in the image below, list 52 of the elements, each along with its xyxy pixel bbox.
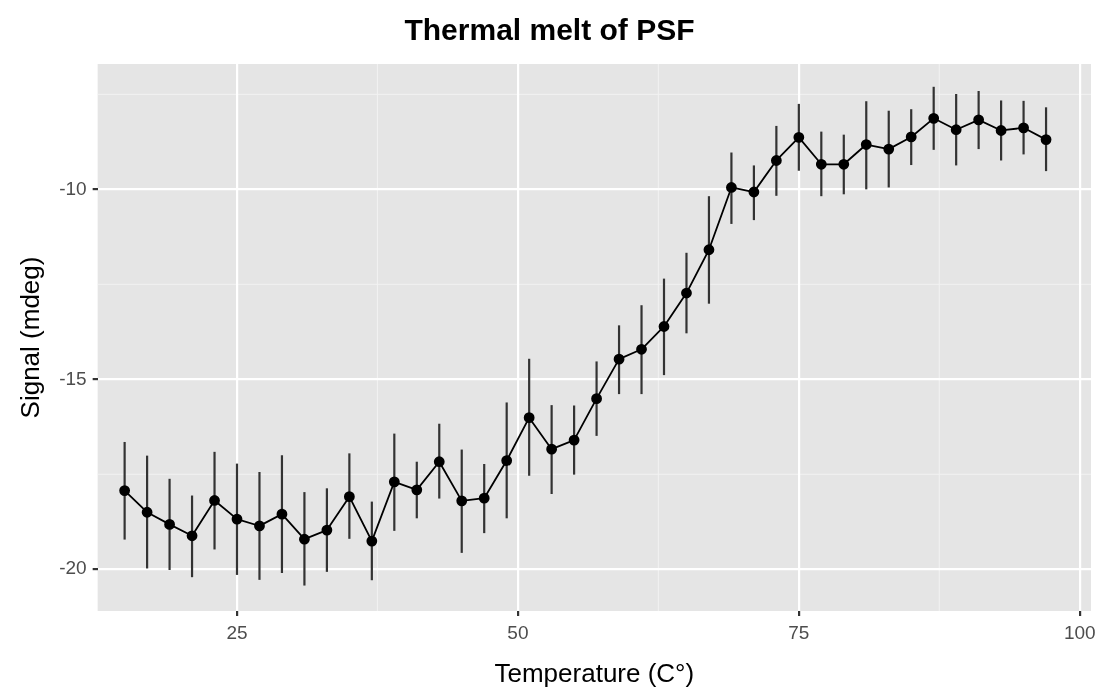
point bbox=[141, 506, 153, 518]
x-tick-label: 50 bbox=[507, 621, 529, 643]
point bbox=[838, 158, 850, 170]
point bbox=[343, 491, 355, 503]
point bbox=[209, 495, 220, 506]
point bbox=[276, 508, 288, 520]
point bbox=[456, 495, 468, 507]
point bbox=[636, 343, 647, 355]
point bbox=[119, 485, 131, 496]
point bbox=[164, 518, 175, 530]
point bbox=[568, 434, 580, 446]
point bbox=[591, 393, 602, 405]
point bbox=[928, 112, 940, 124]
point bbox=[186, 530, 198, 542]
point bbox=[231, 513, 243, 525]
point bbox=[254, 520, 265, 532]
point bbox=[1018, 122, 1029, 134]
point bbox=[388, 476, 400, 488]
point bbox=[726, 182, 737, 193]
point bbox=[793, 131, 805, 143]
y-axis-title: Signal (mdeg) bbox=[14, 256, 45, 419]
point bbox=[681, 287, 692, 299]
point bbox=[411, 484, 423, 496]
point bbox=[366, 535, 378, 547]
point bbox=[299, 533, 310, 545]
point bbox=[478, 492, 490, 504]
x-tick-label: 100 bbox=[1063, 621, 1096, 643]
point bbox=[815, 158, 827, 170]
x-tick-label: 25 bbox=[226, 621, 248, 643]
point bbox=[321, 524, 333, 536]
point bbox=[501, 455, 513, 466]
point bbox=[973, 114, 985, 126]
point bbox=[546, 443, 558, 455]
point bbox=[748, 186, 760, 198]
y-tick-label: -15 bbox=[59, 367, 87, 389]
y-tick-label: -10 bbox=[59, 177, 87, 199]
y-tick-label: -20 bbox=[59, 557, 87, 579]
point bbox=[1040, 134, 1052, 145]
point bbox=[658, 321, 670, 332]
point bbox=[770, 155, 782, 166]
point bbox=[433, 456, 445, 468]
point bbox=[995, 125, 1007, 136]
point bbox=[613, 353, 625, 365]
point bbox=[905, 131, 917, 143]
x-tick-label: 75 bbox=[788, 621, 810, 643]
point bbox=[860, 139, 872, 150]
point bbox=[950, 124, 962, 136]
point bbox=[703, 244, 715, 256]
chart-title: Thermal melt of PSF bbox=[404, 13, 695, 47]
point bbox=[523, 412, 535, 424]
x-axis-title: Temperature (C°) bbox=[494, 657, 695, 688]
point bbox=[883, 143, 895, 155]
